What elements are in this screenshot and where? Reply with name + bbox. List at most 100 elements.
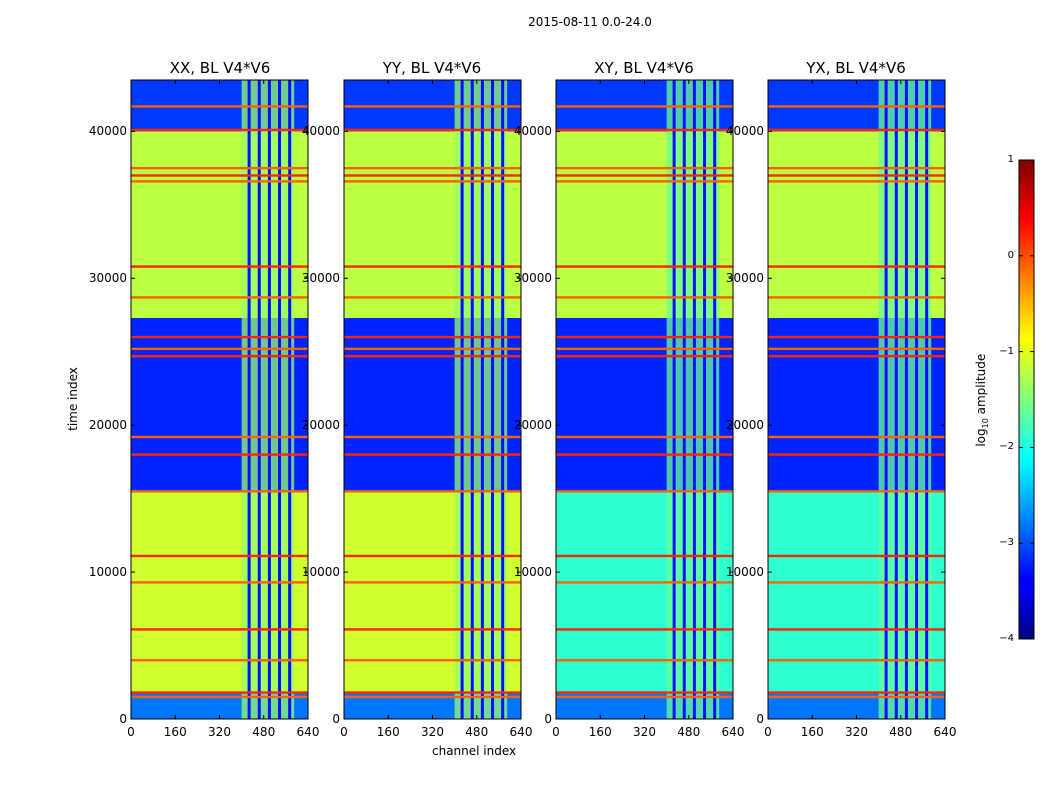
rfi-time-line: [131, 174, 308, 177]
rfi-time-line: [768, 691, 945, 694]
rfi-channel-stripe: [894, 80, 898, 719]
rfi-time-line: [344, 435, 521, 439]
rfi-channel-stripe: [692, 80, 696, 719]
x-tick-label: 480: [252, 725, 276, 739]
rfi-time-line: [768, 296, 945, 299]
rfi-time-line: [131, 265, 308, 268]
rfi-time-line: [768, 105, 945, 108]
y-tick-label: 10000: [88, 565, 127, 580]
colorbar-tick-label: 1: [1007, 154, 1014, 165]
rfi-time-line: [131, 691, 308, 694]
x-tick-label: 320: [845, 725, 868, 739]
rfi-channel-stripe: [267, 80, 271, 719]
rfi-time-line: [768, 695, 945, 699]
y-tick-label: 10000: [725, 565, 764, 580]
rfi-time-line: [556, 354, 733, 358]
panel-title-yx: YX, BL V4*V6: [806, 59, 906, 77]
rfi-time-line: [131, 354, 308, 358]
x-tick-label: 320: [421, 725, 444, 739]
rfi-time-line: [131, 435, 308, 439]
rfi-channel-stripe: [278, 80, 282, 719]
colorbar-tick-label: 0: [1007, 249, 1014, 261]
rfi-time-line: [556, 105, 733, 108]
rfi-time-line: [556, 659, 733, 662]
rfi-channel-stripe: [682, 80, 686, 719]
y-tick-label: 40000: [513, 124, 552, 139]
rfi-time-line: [131, 695, 308, 699]
y-tick-label: 20000: [725, 418, 764, 433]
rfi-channel-stripe: [247, 80, 251, 719]
rfi-time-line: [768, 435, 945, 439]
rfi-time-line: [556, 628, 733, 631]
rfi-channel-stripe: [672, 80, 676, 719]
rfi-time-line: [344, 105, 521, 108]
rfi-time-line: [344, 628, 521, 631]
rfi-channel-stripe: [257, 80, 261, 719]
rfi-time-line: [768, 659, 945, 662]
y-tick-label: 0: [332, 712, 340, 726]
rfi-time-line: [344, 554, 521, 558]
x-tick-label: 160: [376, 725, 400, 739]
x-tick-label: 320: [633, 725, 656, 739]
rfi-time-line: [556, 296, 733, 299]
rfi-time-line: [344, 490, 521, 493]
rfi-time-line: [768, 347, 945, 351]
rfi-channel-stripe: [915, 80, 919, 719]
rfi-channel-stripe: [470, 80, 474, 719]
rfi-channel-stripe: [703, 80, 707, 719]
rfi-time-line: [768, 354, 945, 358]
rfi-time-line: [556, 128, 733, 132]
rfi-time-line: [344, 354, 521, 358]
y-tick-label: 20000: [88, 418, 127, 433]
rfi-time-line: [131, 296, 308, 299]
x-tick-label: 160: [163, 725, 187, 739]
colorbar-tick-label: −1: [999, 345, 1014, 357]
x-tick-label: 160: [588, 725, 612, 739]
rfi-time-line: [556, 490, 733, 493]
rfi-channel-stripe: [480, 80, 484, 719]
rfi-time-line: [768, 335, 945, 339]
x-tick-label: 480: [677, 725, 701, 739]
y-tick-label: 40000: [301, 124, 340, 139]
rfi-time-line: [556, 435, 733, 439]
rfi-channel-stripe: [713, 80, 717, 719]
rfi-time-line: [344, 335, 521, 339]
rfi-time-line: [556, 347, 733, 351]
rfi-time-line: [556, 453, 733, 456]
y-tick-label: 40000: [725, 124, 764, 139]
colorbar-tick-label: −2: [999, 441, 1014, 453]
rfi-channel-stripe: [491, 80, 495, 719]
x-tick-label: 0: [552, 725, 560, 739]
rfi-time-line: [556, 180, 733, 183]
rfi-time-line: [556, 166, 733, 170]
rfi-time-line: [344, 581, 521, 584]
rfi-time-line: [131, 581, 308, 584]
x-tick-label: 640: [296, 725, 320, 739]
y-tick-label: 40000: [88, 124, 127, 139]
colorbar: [1018, 159, 1035, 640]
rfi-time-line: [344, 166, 521, 170]
rfi-time-line: [131, 347, 308, 351]
rfi-time-line: [131, 166, 308, 170]
rfi-time-line: [556, 695, 733, 699]
rfi-time-line: [556, 691, 733, 694]
y-tick-label: 20000: [301, 418, 340, 433]
rfi-channel-stripe: [925, 80, 929, 719]
x-tick-label: 0: [127, 725, 135, 739]
rfi-time-line: [131, 128, 308, 132]
colorbar-tick-label: −3: [999, 537, 1014, 549]
x-axis-label: channel index: [432, 744, 517, 758]
rfi-time-line: [344, 347, 521, 351]
rfi-time-line: [131, 659, 308, 662]
rfi-time-line: [131, 628, 308, 631]
y-tick-label: 10000: [301, 565, 340, 580]
rfi-time-line: [768, 554, 945, 558]
y-tick-label: 0: [756, 712, 764, 726]
panel-title-xy: XY, BL V4*V6: [594, 59, 694, 77]
y-tick-label: 0: [119, 712, 127, 726]
x-tick-label: 640: [933, 725, 957, 739]
x-tick-label: 640: [509, 725, 533, 739]
x-tick-label: 0: [764, 725, 772, 739]
